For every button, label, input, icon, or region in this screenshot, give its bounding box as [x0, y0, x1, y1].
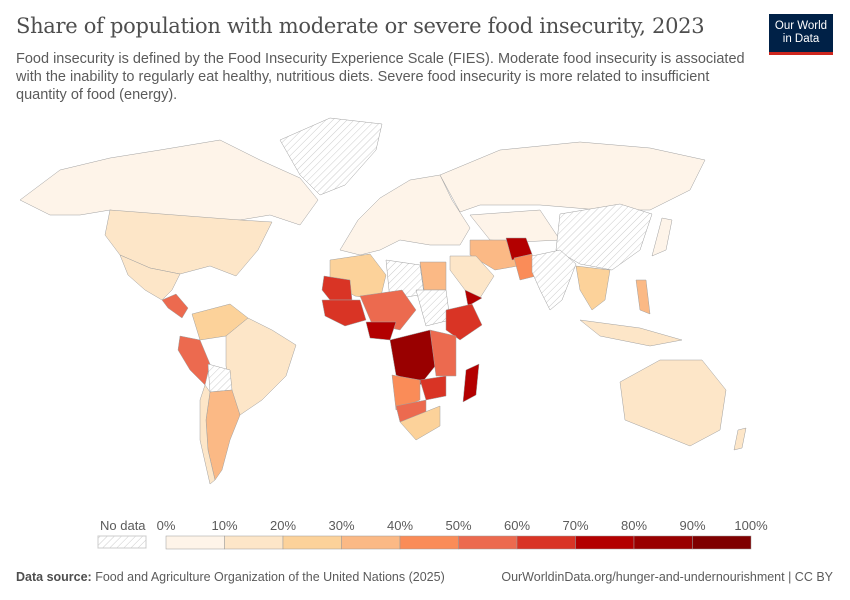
region-iran[interactable] [469, 239, 519, 271]
world-map[interactable] [0, 110, 850, 510]
region-usa[interactable] [104, 209, 273, 277]
legend-bin-8 [633, 535, 693, 550]
legend-no-data-label: No data [100, 518, 146, 533]
region-central-america[interactable] [161, 293, 189, 319]
legend-bin-4 [399, 535, 459, 550]
legend-no-data-swatch [97, 535, 147, 549]
region-west-africa[interactable] [321, 299, 367, 327]
region-ethiopia[interactable] [445, 303, 483, 341]
region-sudan[interactable] [415, 289, 451, 327]
region-brazil[interactable] [225, 317, 297, 416]
legend-tick-label: 10% [211, 518, 238, 533]
region-canada-alaska[interactable] [19, 139, 319, 226]
legend-tick-label: 50% [445, 518, 472, 533]
legend-tick-label: 40% [386, 518, 414, 533]
region-philippines[interactable] [635, 279, 651, 315]
data-source: Data source: Food and Agriculture Organi… [16, 570, 445, 584]
chart-title: Share of population with moderate or sev… [16, 14, 705, 38]
region-new-zealand[interactable] [733, 427, 747, 451]
legend-bin-0 [165, 535, 225, 550]
legend-tick-label: 60% [503, 518, 531, 533]
legend-bin-7 [575, 535, 635, 550]
region-southeast-asia[interactable] [575, 265, 611, 311]
source-url[interactable]: OurWorldinData.org/hunger-and-undernouri… [501, 570, 833, 584]
region-yemen[interactable] [464, 289, 483, 307]
region-russia[interactable] [439, 141, 706, 213]
region-nigeria[interactable] [365, 321, 397, 341]
legend-bin-6 [516, 535, 576, 550]
region-mexico[interactable] [119, 254, 181, 301]
region-mauritania[interactable] [321, 275, 353, 301]
region-egypt[interactable] [419, 261, 447, 291]
region-india[interactable] [531, 249, 577, 311]
region-japan[interactable] [651, 217, 673, 257]
region-dr-congo[interactable] [389, 329, 437, 386]
legend-tick-label: 90% [679, 518, 706, 533]
region-madagascar[interactable] [462, 363, 480, 403]
legend-tick-label: 100% [734, 518, 768, 533]
color-legend [97, 535, 752, 550]
legend-tick-label: 70% [562, 518, 589, 533]
region-angola[interactable] [391, 374, 421, 411]
region-east-africa[interactable] [429, 329, 457, 377]
legend-tick-label: 30% [328, 518, 355, 533]
region-south-africa[interactable] [399, 405, 441, 441]
legend-bin-3 [341, 535, 401, 550]
region-sahel[interactable] [359, 289, 417, 331]
region-chile[interactable] [199, 384, 216, 485]
region-zambia-mozambique[interactable] [419, 375, 447, 401]
legend-tick-label: 20% [269, 518, 297, 533]
region-greenland[interactable] [279, 117, 383, 196]
region-europe[interactable] [339, 174, 471, 256]
legend-tick-label: 0% [156, 518, 176, 533]
legend-bin-2 [282, 535, 342, 550]
legend-bin-1 [224, 535, 284, 550]
region-peru[interactable] [177, 335, 211, 386]
legend-tick-label: 80% [620, 518, 648, 533]
region-australia[interactable] [619, 359, 727, 447]
region-central-asia[interactable] [469, 209, 561, 243]
owid-logo[interactable]: Our World in Data [769, 14, 833, 55]
chart-subtitle: Food insecurity is defined by the Food I… [16, 51, 745, 103]
data-source-label: Data source: [16, 570, 92, 584]
legend-bin-5 [458, 535, 518, 550]
data-source-text: Food and Agriculture Organization of the… [95, 570, 445, 584]
region-indonesia[interactable] [579, 319, 683, 347]
legend-bin-9 [692, 535, 752, 550]
